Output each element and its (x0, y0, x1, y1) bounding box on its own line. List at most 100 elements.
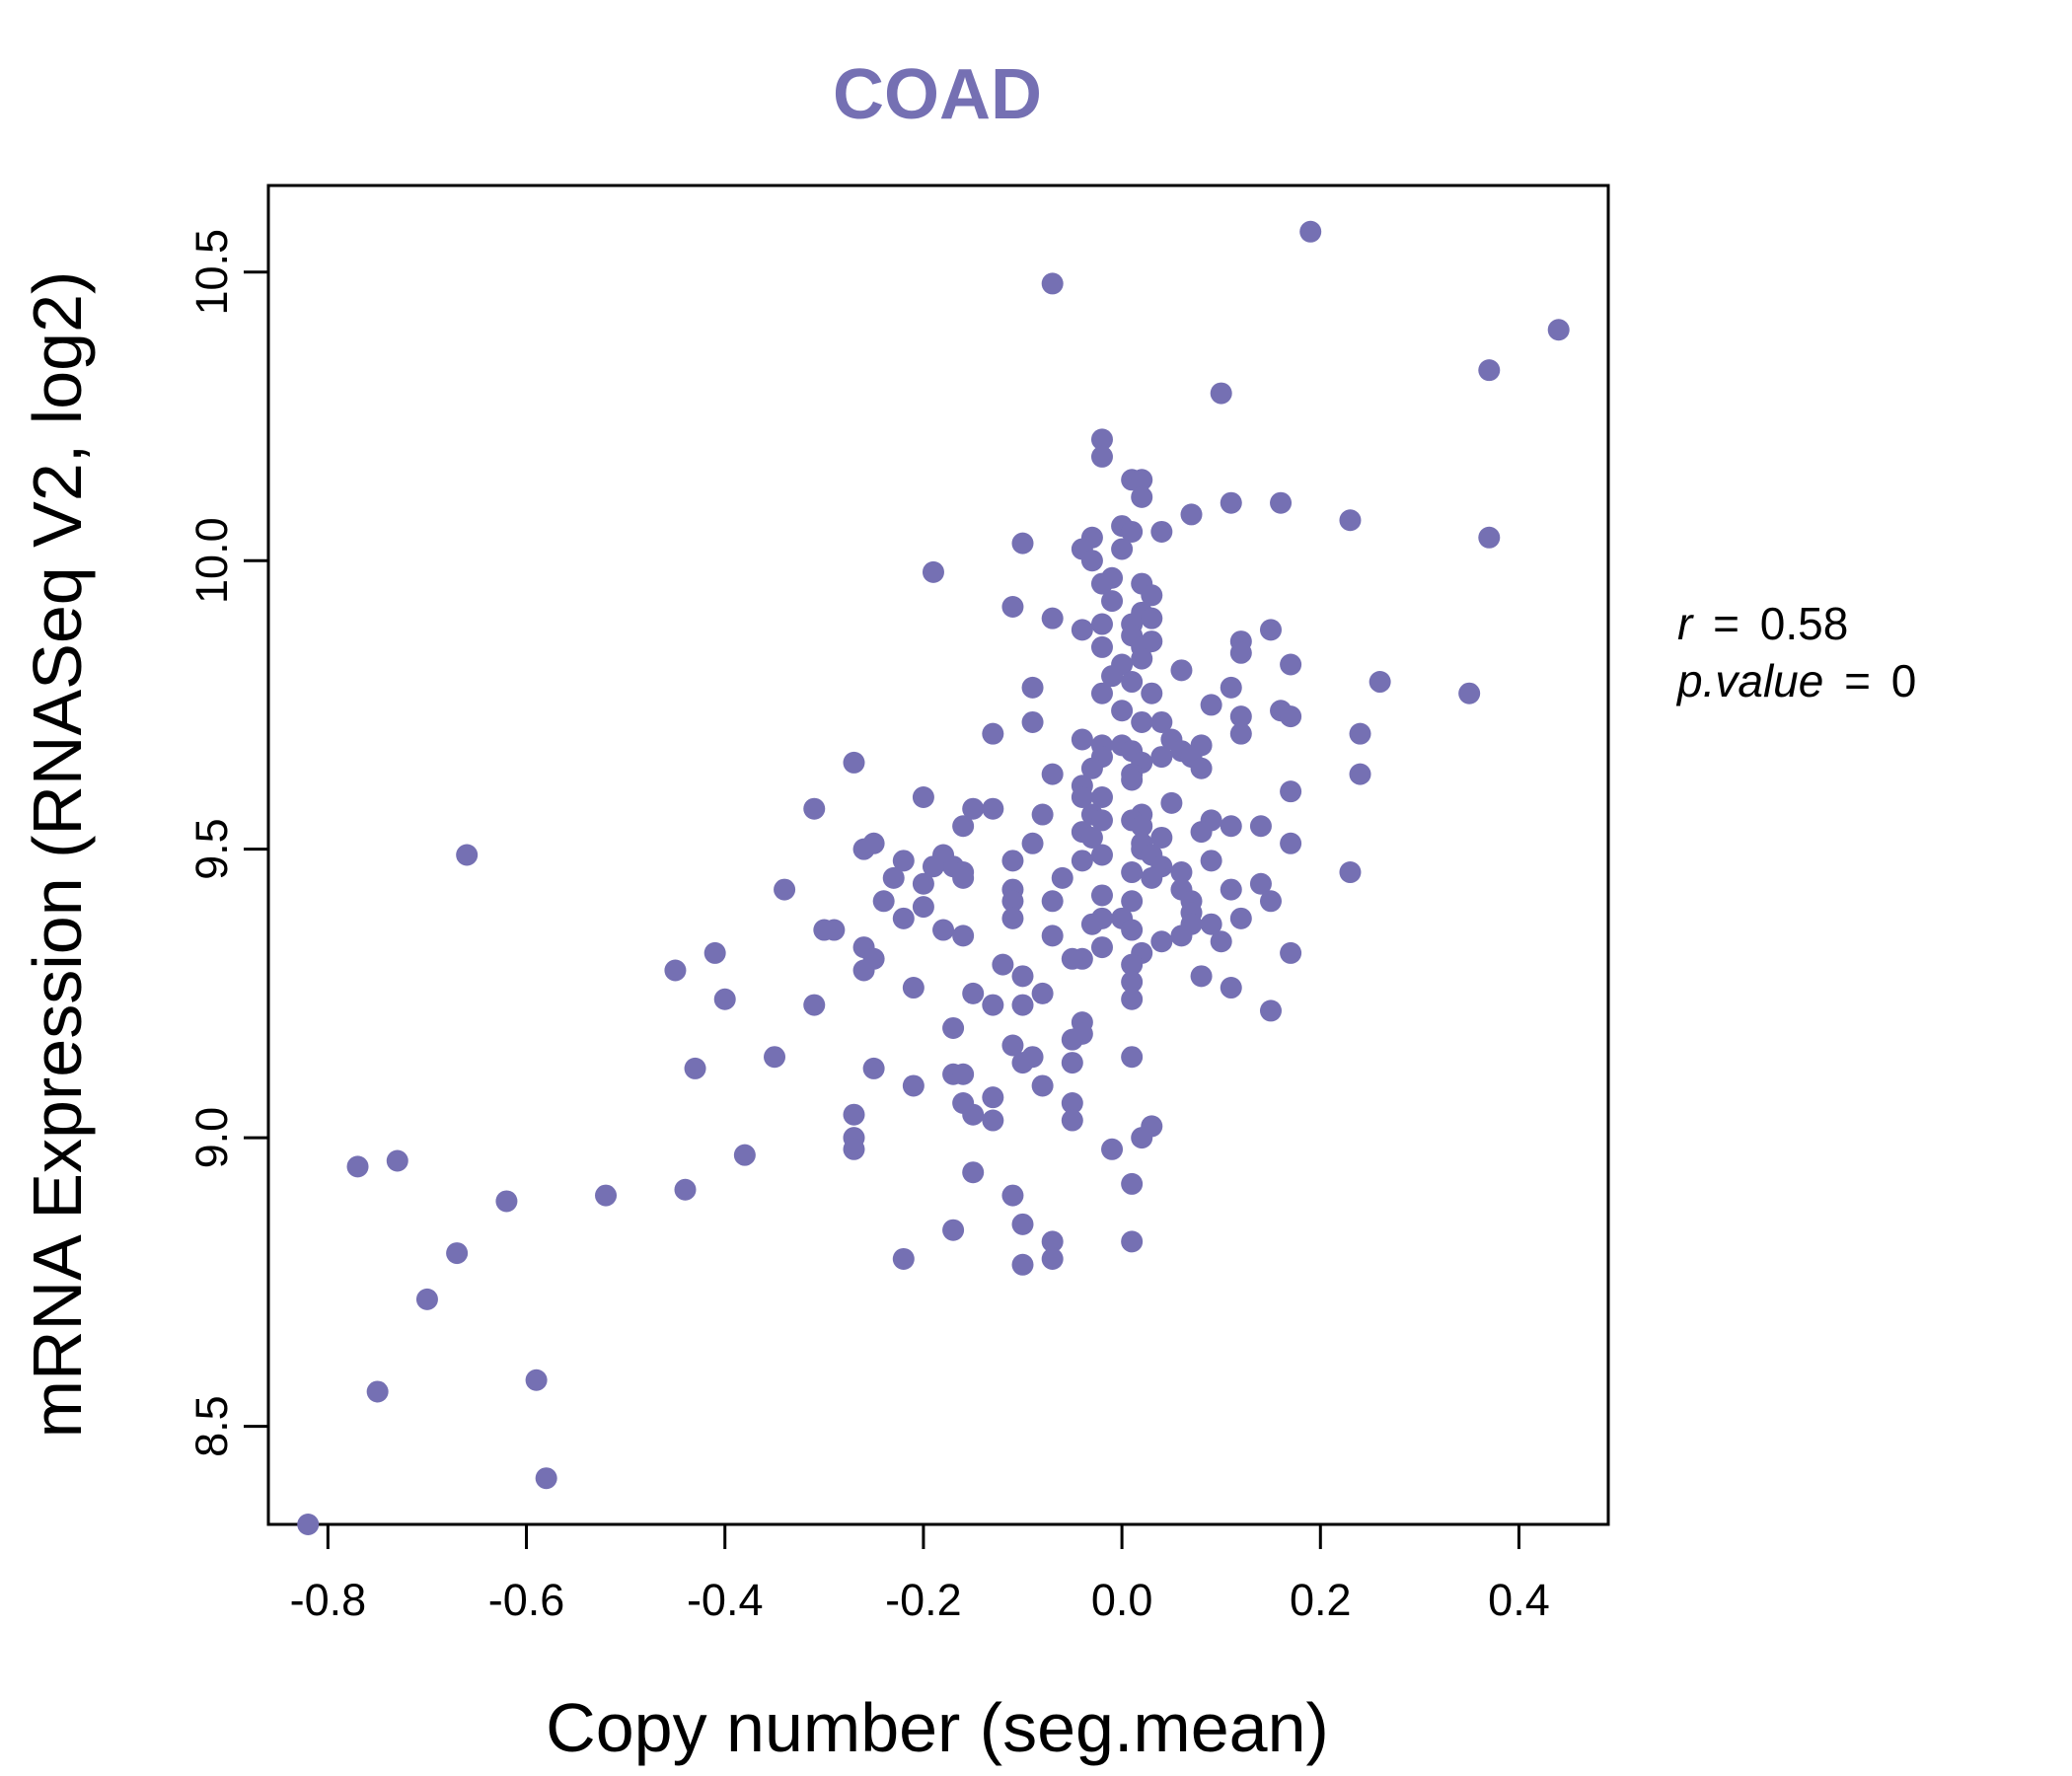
data-point (1280, 832, 1302, 854)
data-point (1011, 532, 1034, 555)
data-point (1071, 728, 1093, 751)
data-point (1131, 647, 1153, 670)
data-point (1121, 1046, 1144, 1069)
data-point (892, 1247, 915, 1270)
data-point (1041, 607, 1064, 629)
data-point (1001, 595, 1024, 618)
data-point (1339, 509, 1362, 532)
data-point (1190, 821, 1213, 844)
data-point (1041, 890, 1064, 913)
data-point (1121, 769, 1144, 791)
data-point (1111, 538, 1134, 560)
data-point (1190, 757, 1213, 779)
data-point (1220, 878, 1242, 901)
data-point (843, 751, 865, 774)
r-label: r (1677, 598, 1694, 649)
data-point (1121, 1230, 1144, 1253)
data-point (902, 977, 925, 999)
data-point (952, 815, 975, 838)
data-point (1349, 722, 1371, 745)
data-point (1259, 890, 1282, 913)
data-point (912, 896, 934, 919)
data-point (922, 560, 944, 583)
data-point (1031, 1074, 1054, 1097)
data-point (1090, 786, 1113, 809)
data-point (843, 1138, 865, 1160)
data-point (813, 919, 836, 941)
data-point (952, 925, 975, 947)
data-point (1259, 619, 1282, 641)
data-point (982, 797, 1004, 820)
data-point (852, 959, 875, 982)
data-point (1080, 550, 1103, 572)
data-point (892, 850, 915, 872)
data-point (1190, 965, 1213, 988)
data-point (1041, 763, 1064, 785)
data-point (1121, 953, 1144, 976)
data-point (1090, 428, 1113, 451)
data-point (942, 1219, 965, 1241)
data-point (1001, 1034, 1024, 1057)
data-point (1170, 861, 1193, 884)
y-tick-label: 9.0 (186, 1107, 237, 1169)
data-point (535, 1467, 557, 1490)
data-point (1229, 705, 1252, 728)
data-point (1249, 815, 1272, 838)
x-tick-label: -0.2 (885, 1575, 962, 1625)
data-point (1121, 861, 1144, 884)
points-layer (297, 220, 1570, 1535)
data-point (1101, 590, 1124, 613)
data-point (1249, 872, 1272, 895)
data-point (1220, 977, 1242, 999)
data-point (1160, 791, 1183, 814)
data-point (1021, 676, 1044, 699)
data-point (803, 994, 826, 1016)
data-point (1180, 503, 1203, 526)
data-point (684, 1057, 706, 1079)
data-point (1220, 676, 1242, 699)
data-point (1071, 786, 1093, 809)
data-point (1141, 866, 1163, 889)
r-annotation: r = 0.58 (1677, 598, 1848, 649)
data-point (962, 1103, 985, 1126)
data-point (1131, 1127, 1153, 1149)
data-point (703, 941, 726, 964)
x-tick-label: -0.4 (687, 1575, 764, 1625)
p-annotation: p.value = 0 (1675, 655, 1916, 706)
data-point (1011, 1052, 1034, 1074)
data-point (1259, 999, 1282, 1022)
data-point (843, 1103, 865, 1126)
data-point (922, 855, 944, 878)
data-point (1141, 607, 1163, 629)
data-point (1001, 850, 1024, 872)
data-point (852, 838, 875, 860)
plot-frame (266, 184, 1610, 1526)
data-point (803, 797, 826, 820)
data-point (982, 722, 1004, 745)
data-point (1299, 220, 1322, 243)
data-point (1150, 746, 1173, 769)
data-point (1200, 850, 1222, 872)
data-point (962, 982, 985, 1004)
data-point (1111, 700, 1134, 722)
data-point (1090, 572, 1113, 595)
data-point (962, 797, 985, 820)
data-point (1021, 832, 1044, 854)
p-label: p.value (1675, 655, 1823, 706)
data-point (1478, 526, 1501, 549)
data-point (862, 1057, 885, 1079)
data-point (1001, 1184, 1024, 1207)
x-tick-label: 0.0 (1091, 1575, 1153, 1625)
data-point (1041, 1247, 1064, 1270)
x-tick-label: 0.4 (1488, 1575, 1550, 1625)
data-point (1080, 757, 1103, 779)
data-point (1280, 705, 1302, 728)
data-point (1121, 971, 1144, 994)
data-point (1220, 491, 1242, 514)
data-point (297, 1514, 320, 1535)
data-point (1090, 613, 1113, 635)
data-point (1121, 919, 1144, 941)
data-point (1011, 965, 1034, 988)
data-point (892, 907, 915, 929)
data-point (1229, 722, 1252, 745)
